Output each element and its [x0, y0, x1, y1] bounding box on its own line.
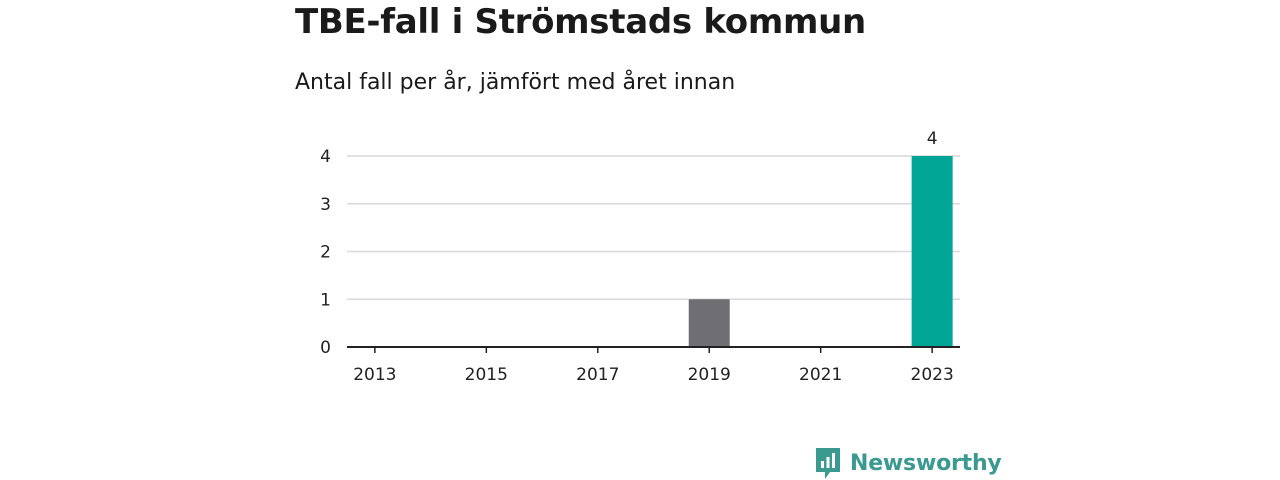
y-tick-label: 2: [320, 243, 331, 263]
chart-title: TBE-fall i Strömstads kommun: [295, 2, 866, 42]
y-tick-label: 3: [320, 195, 331, 215]
labels: 0 1 2 3 4 2013 2015 2017 2019 2021 2023 4: [320, 129, 954, 385]
x-tick-label: 2013: [353, 365, 396, 385]
x-tick-label: 2019: [688, 365, 731, 385]
x-tick-label: 2015: [465, 365, 508, 385]
y-tick-label: 4: [320, 147, 331, 167]
data-label: 4: [927, 129, 938, 149]
x-tick-label: 2021: [799, 365, 842, 385]
gridlines: [347, 155, 960, 300]
y-tick-label: 1: [320, 290, 331, 310]
y-tick-label: 0: [320, 338, 331, 358]
bar-chart: 0 1 2 3 4 2013 2015 2017 2019 2021 2023 4: [320, 129, 960, 385]
bars: [688, 156, 953, 347]
chart-subtitle: Antal fall per år, jämfört med året inna…: [295, 70, 736, 95]
brand-name: Newsworthy: [850, 450, 1002, 476]
bar-2023: [911, 156, 953, 347]
bar-2019: [688, 299, 730, 347]
x-tick-label: 2023: [911, 365, 954, 385]
bar-chart-badge-icon: [816, 448, 840, 479]
newsworthy-logo: Newsworthy: [814, 446, 1002, 480]
axes: [347, 346, 960, 353]
x-tick-label: 2017: [576, 365, 619, 385]
